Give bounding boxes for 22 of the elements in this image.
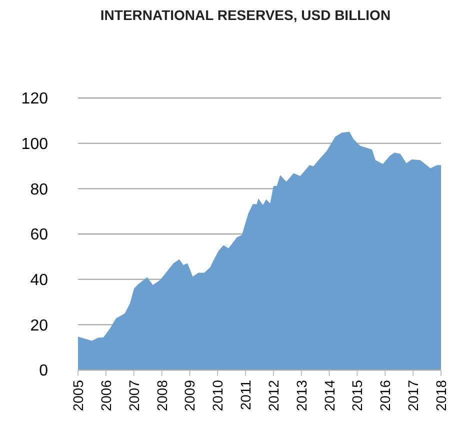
y-tick-label: 0 <box>39 362 48 380</box>
x-tick-label: 2012 <box>265 380 282 412</box>
x-tick-label: 2010 <box>210 380 226 412</box>
x-tick-label: 2015 <box>349 380 366 412</box>
x-tick-label: 2018 <box>433 380 449 412</box>
chart-title: INTERNATIONAL RESERVES, USD BILLION <box>100 7 391 23</box>
x-tick-label: 2016 <box>377 380 394 412</box>
x-tick-label: 2013 <box>293 380 310 412</box>
y-tick-label: 120 <box>21 90 48 108</box>
x-tick-label: 2011 <box>238 380 254 410</box>
y-tick-label: 40 <box>30 272 48 289</box>
x-tick-label: 2008 <box>154 380 170 412</box>
y-tick-label: 100 <box>21 136 48 153</box>
x-tick-label: 2005 <box>70 380 86 412</box>
y-tick-label: 80 <box>30 181 48 198</box>
y-tick-label: 20 <box>30 317 48 334</box>
y-tick-label: 60 <box>30 226 48 244</box>
x-tick-label: 2017 <box>405 380 422 412</box>
x-tick-label: 2007 <box>126 380 142 412</box>
x-tick-label: 2014 <box>321 380 338 412</box>
x-tick-label: 2006 <box>98 380 114 412</box>
x-tick-label: 2009 <box>182 380 198 412</box>
